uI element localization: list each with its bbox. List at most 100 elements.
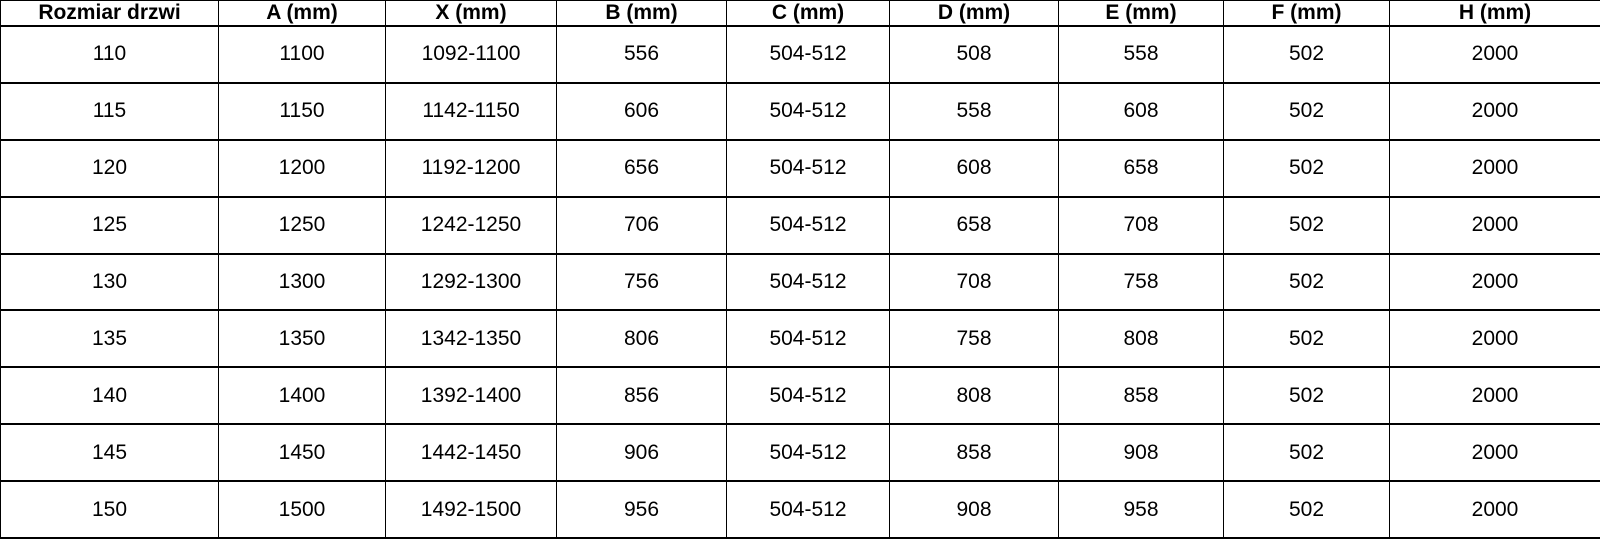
table-cell: 1200 xyxy=(218,138,386,198)
table-cell: 504-512 xyxy=(726,195,890,255)
table-cell: 2000 xyxy=(1389,252,1600,312)
table-cell: 504-512 xyxy=(726,81,890,141)
column-header: Rozmiar drzwi xyxy=(0,0,219,27)
column-header: C (mm) xyxy=(726,0,890,27)
table-cell: 956 xyxy=(556,480,727,539)
table-cell: 145 xyxy=(0,423,219,482)
table-cell: 135 xyxy=(0,309,219,369)
table-cell: 558 xyxy=(1058,25,1224,84)
table-cell: 606 xyxy=(556,81,727,141)
table-cell: 2000 xyxy=(1389,423,1600,482)
table-cell: 2000 xyxy=(1389,309,1600,369)
table-cell: 808 xyxy=(1058,309,1224,369)
table-cell: 908 xyxy=(1058,423,1224,482)
table-cell: 856 xyxy=(556,366,727,426)
table-cell: 1142-1150 xyxy=(385,81,557,141)
table-cell: 1150 xyxy=(218,81,386,141)
table-cell: 1500 xyxy=(218,480,386,539)
column-header: D (mm) xyxy=(889,0,1059,27)
column-header: B (mm) xyxy=(556,0,727,27)
table-row: 125 1250 1242-1250 706 504-512 658 708 502 2000 xyxy=(0,195,1600,255)
table-cell: 502 xyxy=(1223,25,1390,84)
table-cell: 556 xyxy=(556,25,727,84)
table-cell: 504-512 xyxy=(726,25,890,84)
table-cell: 1400 xyxy=(218,366,386,426)
table-row: 120 1200 1192-1200 656 504-512 608 658 502 2000 xyxy=(0,138,1600,198)
table-cell: 1350 xyxy=(218,309,386,369)
table-cell: 706 xyxy=(556,195,727,255)
table-cell: 508 xyxy=(889,25,1059,84)
table-cell: 1292-1300 xyxy=(385,252,557,312)
table-cell: 504-512 xyxy=(726,138,890,198)
table-row: 140 1400 1392-1400 856 504-512 808 858 502 2000 xyxy=(0,366,1600,426)
table-cell: 502 xyxy=(1223,480,1390,539)
table-cell: 1300 xyxy=(218,252,386,312)
table-cell: 502 xyxy=(1223,366,1390,426)
table-cell: 502 xyxy=(1223,81,1390,141)
table-cell: 502 xyxy=(1223,423,1390,482)
table-body: 110 1100 1092-1100 556 504-512 508 558 502 2000 1… xyxy=(0,25,1600,539)
table-cell: 2000 xyxy=(1389,366,1600,426)
table-cell: 504-512 xyxy=(726,252,890,312)
table-cell: 758 xyxy=(1058,252,1224,312)
table-row: 135 1350 1342-1350 806 504-512 758 808 502 2000 xyxy=(0,309,1600,369)
table-cell: 115 xyxy=(0,81,219,141)
table-row: 130 1300 1292-1300 756 504-512 708 758 502 2000 xyxy=(0,252,1600,312)
table-cell: 1342-1350 xyxy=(385,309,557,369)
table-cell: 130 xyxy=(0,252,219,312)
table-cell: 808 xyxy=(889,366,1059,426)
table-cell: 120 xyxy=(0,138,219,198)
table-cell: 908 xyxy=(889,480,1059,539)
table-cell: 502 xyxy=(1223,309,1390,369)
table-cell: 504-512 xyxy=(726,423,890,482)
table-cell: 1450 xyxy=(218,423,386,482)
table-cell: 558 xyxy=(889,81,1059,141)
table-cell: 608 xyxy=(889,138,1059,198)
table-cell: 502 xyxy=(1223,195,1390,255)
table-cell: 656 xyxy=(556,138,727,198)
table-cell: 806 xyxy=(556,309,727,369)
table-cell: 110 xyxy=(0,25,219,84)
column-header: E (mm) xyxy=(1058,0,1224,27)
column-header: F (mm) xyxy=(1223,0,1390,27)
column-header: H (mm) xyxy=(1389,0,1600,27)
column-header: A (mm) xyxy=(218,0,386,27)
table-row: 150 1500 1492-1500 956 504-512 908 958 502 2000 xyxy=(0,480,1600,539)
header-row: Rozmiar drzwi A (mm) X (mm) B (mm) C (mm) D (… xyxy=(0,0,1600,27)
table-row: 110 1100 1092-1100 556 504-512 508 558 502 2000 xyxy=(0,25,1600,84)
table-cell: 2000 xyxy=(1389,25,1600,84)
table-cell: 1092-1100 xyxy=(385,25,557,84)
table-row: 115 1150 1142-1150 606 504-512 558 608 502 2000 xyxy=(0,81,1600,141)
table-cell: 1392-1400 xyxy=(385,366,557,426)
table-cell: 1242-1250 xyxy=(385,195,557,255)
table-cell: 658 xyxy=(889,195,1059,255)
table-cell: 756 xyxy=(556,252,727,312)
table-cell: 708 xyxy=(889,252,1059,312)
table-cell: 2000 xyxy=(1389,480,1600,539)
column-header: X (mm) xyxy=(385,0,557,27)
table-cell: 504-512 xyxy=(726,366,890,426)
table-cell: 608 xyxy=(1058,81,1224,141)
table-cell: 858 xyxy=(889,423,1059,482)
table-cell: 2000 xyxy=(1389,195,1600,255)
table-cell: 504-512 xyxy=(726,480,890,539)
table-cell: 140 xyxy=(0,366,219,426)
table-cell: 658 xyxy=(1058,138,1224,198)
table-cell: 2000 xyxy=(1389,81,1600,141)
table-cell: 2000 xyxy=(1389,138,1600,198)
table-cell: 1442-1450 xyxy=(385,423,557,482)
table-cell: 502 xyxy=(1223,252,1390,312)
table-cell: 502 xyxy=(1223,138,1390,198)
table-cell: 858 xyxy=(1058,366,1224,426)
table-cell: 1250 xyxy=(218,195,386,255)
table-cell: 906 xyxy=(556,423,727,482)
table-cell: 1192-1200 xyxy=(385,138,557,198)
table-cell: 758 xyxy=(889,309,1059,369)
table-cell: 150 xyxy=(0,480,219,539)
table-cell: 125 xyxy=(0,195,219,255)
table-cell: 1100 xyxy=(218,25,386,84)
table-cell: 708 xyxy=(1058,195,1224,255)
table-cell: 504-512 xyxy=(726,309,890,369)
